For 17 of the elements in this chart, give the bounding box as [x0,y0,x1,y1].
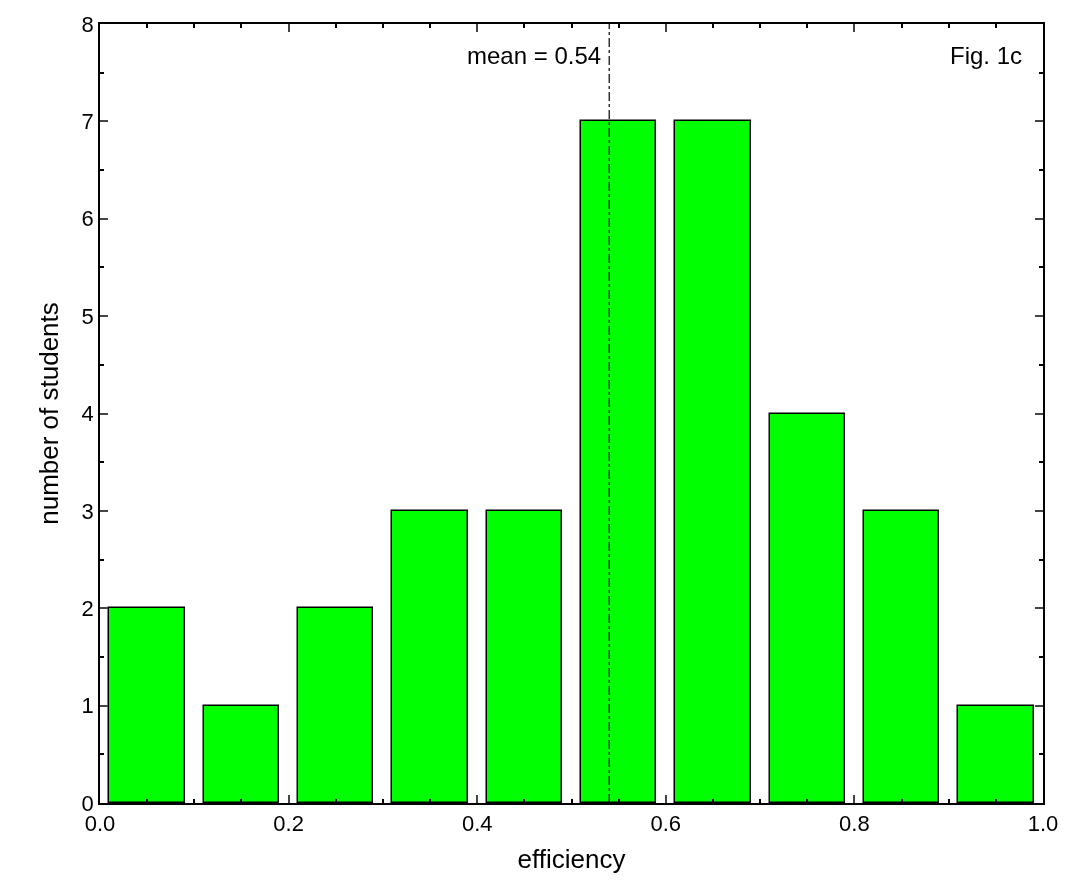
y-tick-label: 7 [81,109,94,135]
x-tick-label: 0.2 [273,811,304,837]
y-tick-label: 4 [81,401,94,427]
y-tick-label: 2 [81,595,94,621]
y-tick-label: 6 [81,206,94,232]
annotation: Fig. 1c [950,42,1023,69]
y-tick-label: 3 [81,498,94,524]
x-tick-label: 0.4 [461,811,493,837]
x-tick-label: 0.6 [650,811,682,837]
y-axis-title: number of students [34,302,65,525]
y-tick-label: 1 [81,693,94,719]
y-tick-label: 8 [81,11,94,37]
x-tick-label: 0.8 [839,811,870,837]
ref-line-label: mean = 0.54 [467,42,602,69]
y-tick-label: 5 [81,303,94,329]
x-tick-label: 1.0 [1027,811,1059,837]
x-axis-title: efficiency [517,844,626,875]
